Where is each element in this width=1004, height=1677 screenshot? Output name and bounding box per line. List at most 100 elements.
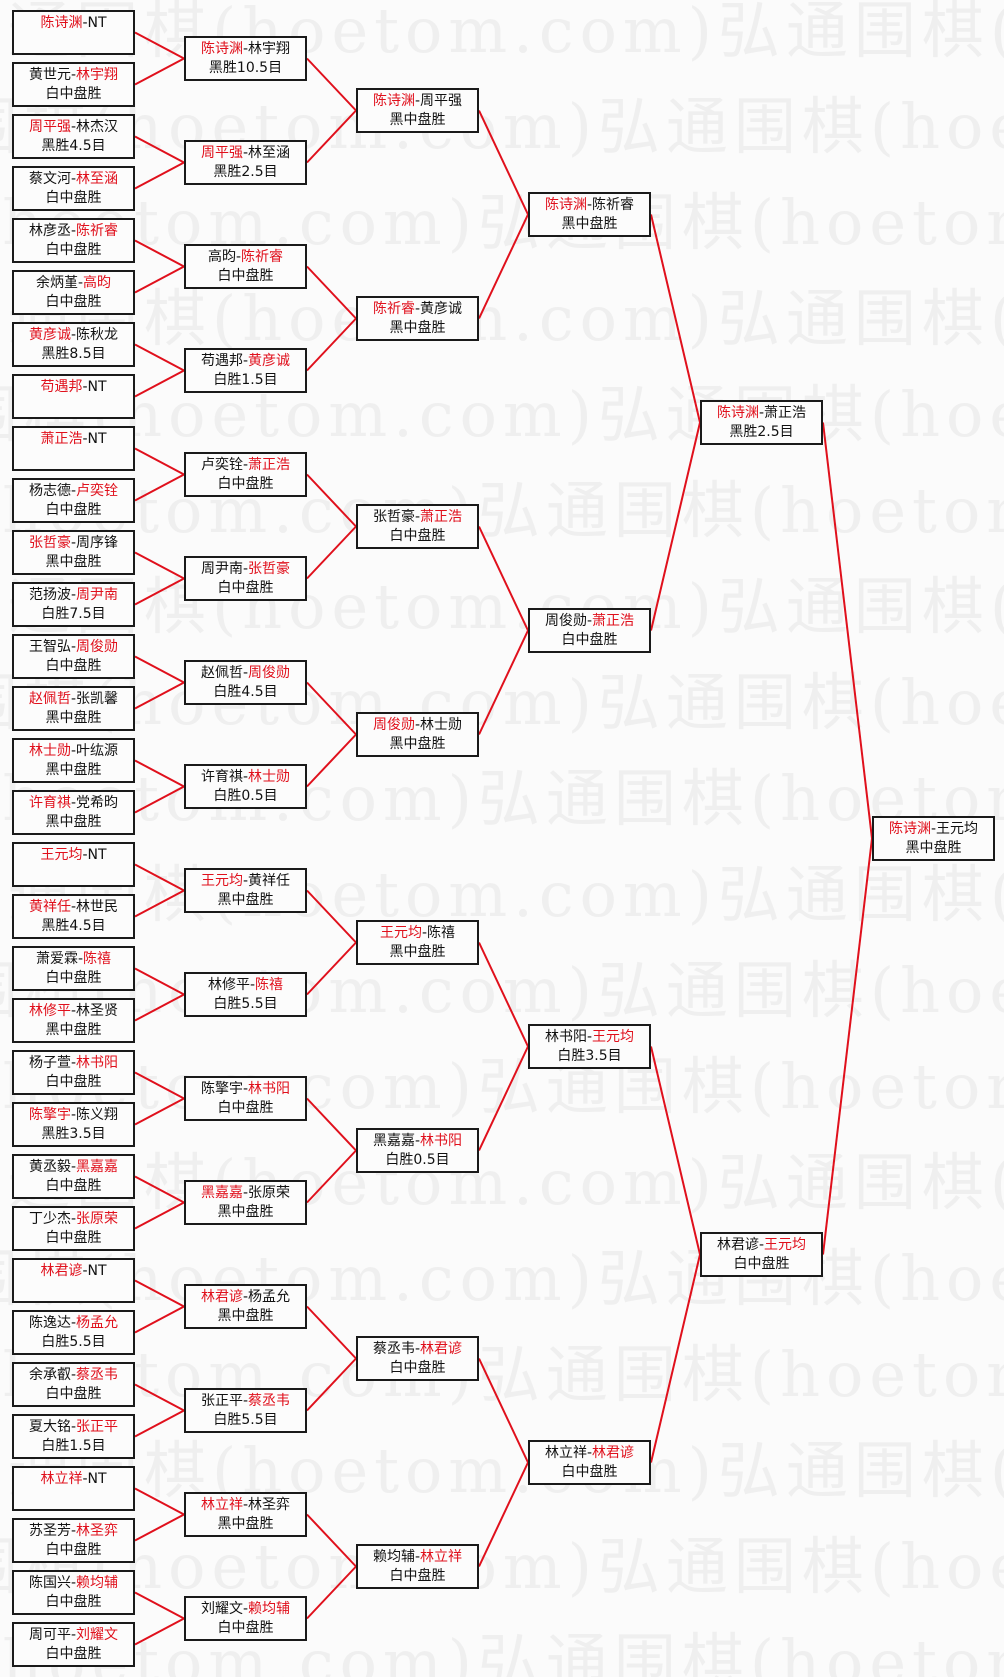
connector-line	[478, 942, 529, 1047]
match-players: 王元均-陈禧	[358, 924, 477, 943]
separator: -	[586, 197, 593, 213]
separator: -	[414, 509, 421, 525]
connector-line	[134, 1071, 185, 1100]
connector-line	[134, 577, 185, 606]
separator: -	[70, 119, 77, 135]
connector-line	[134, 681, 185, 710]
match-players: 陈诗渊-王元均	[874, 820, 993, 839]
match-box: 林士勋-叶纮源 黑中盘胜	[12, 738, 135, 783]
player-name: 夏大铭	[28, 1419, 71, 1435]
connector-line	[134, 265, 185, 294]
separator: -	[70, 899, 77, 915]
separator: -	[414, 93, 421, 109]
winner-name: 林立祥	[40, 1471, 83, 1487]
match-players: 张哲豪-萧正浩	[358, 508, 477, 527]
connector-line	[822, 838, 873, 1255]
separator: -	[586, 1029, 593, 1045]
connector-line	[306, 265, 357, 320]
separator: -	[235, 249, 242, 265]
match-box: 余承叡-蔡丞韦 白中盘胜	[12, 1362, 135, 1407]
player-name: 张哲豪	[372, 509, 415, 525]
player-name: NT	[87, 379, 107, 395]
separator: -	[414, 1341, 421, 1357]
winner-name: 张原荣	[76, 1211, 119, 1227]
player-name: 林立祥	[544, 1445, 587, 1461]
separator: -	[82, 847, 88, 863]
winner-name: 陈诗渊	[888, 821, 931, 837]
match-box: 林修平-林圣贤 黑中盘胜	[12, 998, 135, 1043]
match-players: 赵佩哲-张凯馨	[14, 690, 133, 709]
separator: -	[70, 171, 77, 187]
match-result: 白中盘胜	[45, 1230, 102, 1246]
match-result: 白胜5.5目	[41, 1334, 106, 1350]
match-box: 陈逸达-杨孟允 白胜5.5目	[12, 1310, 135, 1355]
player-name: 张正平	[200, 1393, 243, 1409]
match-result: 黑中盘胜	[389, 112, 446, 128]
winner-name: 张正平	[76, 1419, 119, 1435]
winner-name: 萧正浩	[248, 457, 291, 473]
winner-name: 林修平	[28, 1003, 71, 1019]
match-box: 陈诗渊-周平强 黑中盘胜	[356, 88, 479, 133]
connector-line	[134, 655, 185, 684]
match-box: 黑嘉嘉-林书阳 白胜0.5目	[356, 1128, 479, 1173]
winner-name: 赵佩哲	[28, 691, 71, 707]
separator: -	[758, 405, 765, 421]
player-name: 林世民	[76, 899, 119, 915]
player-name: 张原荣	[248, 1185, 291, 1201]
player-name: 陈逸达	[28, 1315, 71, 1331]
separator: -	[70, 327, 77, 343]
winner-name: 赖均辅	[76, 1575, 119, 1591]
winner-name: 陈禧	[255, 977, 284, 993]
separator: -	[242, 769, 249, 785]
match-box: 黄祥任-林世民 黑胜4.5目	[12, 894, 135, 939]
player-name: 周平强	[420, 93, 463, 109]
connector-line	[134, 369, 185, 398]
match-result: 白中盘胜	[45, 1646, 102, 1662]
match-box: 黑嘉嘉-张原荣 黑中盘胜	[184, 1180, 307, 1225]
match-box: 陈诗渊-陈祈睿 黑中盘胜	[528, 192, 651, 237]
separator: -	[70, 1627, 77, 1643]
winner-name: 周尹南	[76, 587, 119, 603]
connector-line	[306, 525, 357, 580]
match-result: 白中盘胜	[45, 1074, 102, 1090]
match-result: 黑中盘胜	[45, 762, 102, 778]
player-name: 林君谚	[716, 1237, 759, 1253]
player-name: 周序锋	[76, 535, 119, 551]
winner-name: 林君谚	[420, 1341, 463, 1357]
match-players: 赵佩哲-周俊勋	[186, 664, 305, 683]
winner-name: 王元均	[592, 1029, 635, 1045]
winner-name: 张哲豪	[28, 535, 71, 551]
player-name: 黄世元	[28, 67, 71, 83]
winner-name: 王元均	[40, 847, 83, 863]
player-name: 杨孟允	[248, 1289, 291, 1305]
separator: -	[758, 1237, 765, 1253]
match-box: 黄世元-林宇翔 白中盘胜	[12, 62, 135, 107]
match-result: 黑中盘胜	[389, 944, 446, 960]
match-players: 苏圣芳-林圣弈	[14, 1522, 133, 1541]
match-players: 黄彦诚-陈秋龙	[14, 326, 133, 345]
player-name: 林圣弈	[248, 1497, 291, 1513]
match-box: 蔡文河-林至涵 白中盘胜	[12, 166, 135, 211]
separator: -	[70, 639, 77, 655]
connector-line	[134, 239, 185, 268]
match-players: 陈国兴-赖均辅	[14, 1574, 133, 1593]
player-name: 周尹南	[200, 561, 243, 577]
match-box: 陈诗渊-林宇翔 黑胜10.5目	[184, 36, 307, 81]
match-box: 王智弘-周俊勋 白中盘胜	[12, 634, 135, 679]
connector-line	[134, 1279, 185, 1308]
player-name: 林杰汉	[76, 119, 119, 135]
connector-line	[134, 967, 185, 996]
player-name: 黄祥任	[248, 873, 291, 889]
match-result: 黑中盘胜	[389, 736, 446, 752]
match-players: 陈诗渊-陈祈睿	[530, 196, 649, 215]
match-result: 黑胜2.5目	[213, 164, 278, 180]
match-box: 黄丞毅-黑嘉嘉 白中盘胜	[12, 1154, 135, 1199]
player-name: 丁少杰	[28, 1211, 71, 1227]
player-name: 周俊勋	[544, 613, 587, 629]
connector-line	[306, 1357, 357, 1412]
match-result: 黑中盘胜	[905, 840, 962, 856]
match-result: 白中盘胜	[45, 1542, 102, 1558]
match-box: 周尹南-张哲豪 白中盘胜	[184, 556, 307, 601]
connector-line	[134, 785, 185, 814]
player-name: 陈秋龙	[76, 327, 119, 343]
